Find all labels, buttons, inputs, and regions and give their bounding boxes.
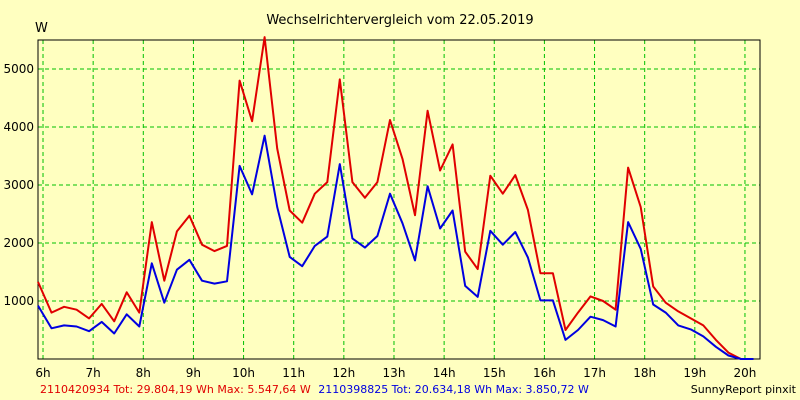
x-tick-label: 19h: [683, 366, 706, 380]
x-tick-label: 14h: [433, 366, 456, 380]
series-line-1: [37, 36, 754, 360]
y-tick-label: 2000: [3, 236, 34, 250]
x-tick-label: 18h: [633, 366, 656, 380]
y-axis-label: W: [35, 21, 48, 36]
x-tick-label: 12h: [332, 366, 355, 380]
y-tick-label: 4000: [3, 120, 34, 134]
x-tick-label: 7h: [86, 366, 101, 380]
x-tick-label: 10h: [232, 366, 255, 380]
x-tick-label: 17h: [583, 366, 606, 380]
chart-title: Wechselrichtervergleich vom 22.05.2019: [266, 13, 533, 28]
series-2-summary: 2110398825 Tot: 20.634,18 Wh Max: 3.850,…: [318, 383, 589, 396]
y-tick-label: 5000: [3, 62, 34, 76]
credit-text: SunnyReport pinxit: [691, 383, 797, 396]
y-tick-label: 1000: [3, 294, 34, 308]
series-line-2: [37, 134, 754, 360]
x-tick-label: 20h: [734, 366, 757, 380]
series-layer: [37, 36, 754, 360]
series-1-summary: 2110420934 Tot: 29.804,19 Wh Max: 5.547,…: [40, 383, 311, 396]
x-tick-label: 16h: [533, 366, 556, 380]
x-tick-label: 9h: [186, 366, 201, 380]
x-tick-label: 6h: [35, 366, 50, 380]
grid: [38, 40, 760, 359]
x-tick-label: 8h: [136, 366, 151, 380]
y-tick-label: 3000: [3, 178, 34, 192]
x-tick-label: 13h: [383, 366, 406, 380]
plot-frame: [37, 39, 761, 360]
x-tick-label: 15h: [483, 366, 506, 380]
x-tick-label: 11h: [282, 366, 305, 380]
x-tick-labels: 6h 7h 8h 9h 10h 11h 12h 13h 14h 15h 16h 17h 18h 19h 20…: [35, 366, 756, 380]
y-tick-labels: 1000 2000 3000 4000 5000: [3, 62, 34, 308]
summary-line: 2110420934 Tot: 29.804,19 Wh Max: 5.547,…: [40, 383, 589, 396]
